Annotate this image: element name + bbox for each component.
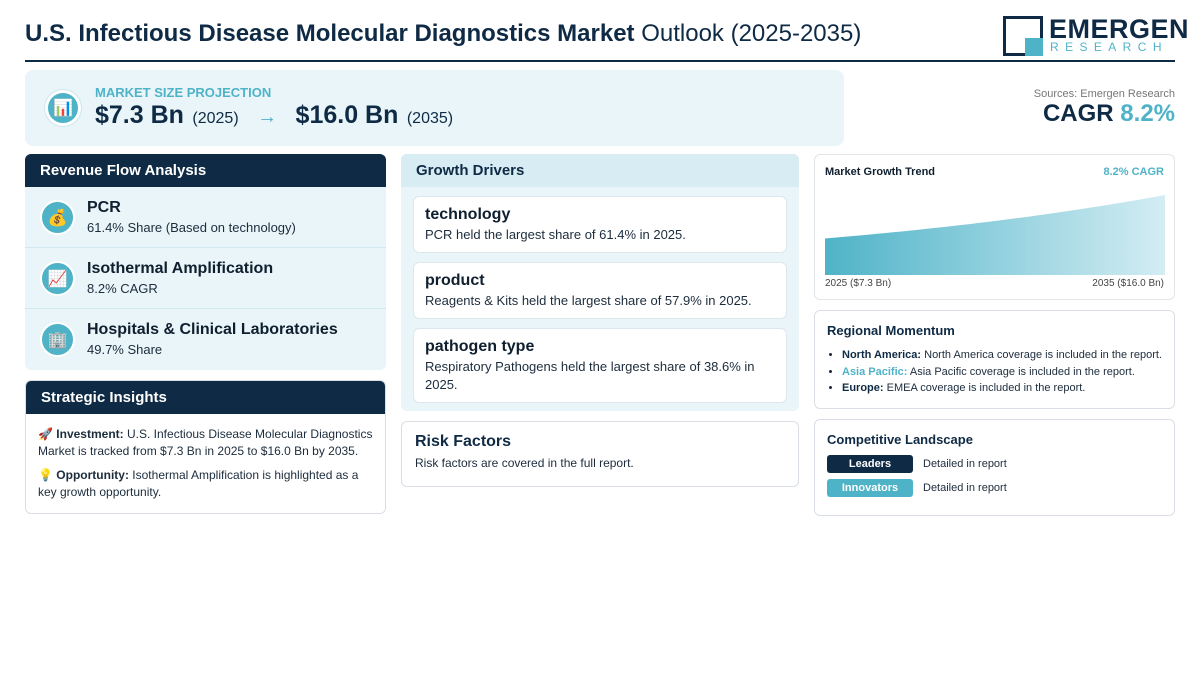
investment-text: U.S. Infectious Disease Molecular Diagno…	[38, 427, 373, 458]
regional-momentum-panel: Regional Momentum North America: North A…	[814, 310, 1175, 409]
competitive-row-text: Detailed in report	[923, 482, 1007, 494]
competitive-row: Leaders Detailed in report	[827, 455, 1162, 479]
logo-subtitle: RESEARCH	[1050, 40, 1168, 54]
x-tick-label-end: 2035 ($16.0 Bn)	[1092, 278, 1164, 289]
strategic-insights-title: Strategic Insights	[26, 381, 385, 414]
lightbulb-icon: 💡	[38, 468, 53, 482]
opportunity-insight: 💡 Opportunity: Isothermal Amplification …	[38, 467, 373, 501]
revenue-item-name: Isothermal Amplification	[87, 260, 274, 277]
building-icon: 🏢	[40, 322, 75, 357]
driver-desc: Respiratory Pathogens held the largest s…	[425, 359, 755, 392]
revenue-item-name: Hospitals & Clinical Laboratories	[87, 321, 338, 338]
logo-name: EMERGEN	[1049, 14, 1190, 44]
driver-name: product	[425, 272, 485, 289]
revenue-flow-panel: Revenue Flow Analysis 💰 PCR 61.4% Share …	[25, 154, 386, 370]
market-size-projection: 📊 MARKET SIZE PROJECTION $7.3 Bn (2025) …	[25, 70, 844, 146]
trend-chart-icon: 📈	[40, 261, 75, 296]
region-item: North America: North America coverage is…	[842, 347, 1162, 364]
page-header: U.S. Infectious Disease Molecular Diagno…	[25, 12, 1189, 62]
risk-factors-panel: Risk Factors Risk factors are covered in…	[401, 421, 799, 487]
strategic-insights-body: 🚀 Investment: U.S. Infectious Disease Mo…	[26, 414, 385, 501]
region-text: Asia Pacific coverage is included in the…	[909, 365, 1135, 378]
revenue-item: 📈 Isothermal Amplification 8.2% CAGR	[25, 248, 386, 309]
competitive-landscape-panel: Competitive Landscape Leaders Detailed i…	[814, 419, 1175, 516]
strategic-insights-panel: Strategic Insights 🚀 Investment: U.S. In…	[25, 380, 386, 514]
cagr-value: 8.2%	[1120, 100, 1175, 127]
investment-insight: 🚀 Investment: U.S. Infectious Disease Mo…	[38, 426, 373, 460]
driver-desc: PCR held the largest share of 61.4% in 2…	[425, 227, 686, 242]
investment-label: Investment:	[56, 427, 124, 441]
chart-cagr-label: 8.2% CAGR	[1103, 166, 1164, 178]
projection-start-value: $7.3 Bn	[95, 101, 184, 129]
opportunity-text: Isothermal Amplification is highlighted …	[38, 468, 359, 499]
trend-area-series	[825, 195, 1165, 275]
revenue-flow-title: Revenue Flow Analysis	[25, 154, 386, 187]
growth-drivers-title: Growth Drivers	[401, 154, 799, 187]
projection-end-value: $16.0 Bn	[295, 101, 399, 129]
market-growth-trend-chart: Market Growth Trend 8.2% CAGR 2025 ($7.3…	[814, 154, 1175, 300]
region-name: North America:	[842, 349, 922, 361]
region-name: Asia Pacific:	[842, 365, 908, 378]
competitive-row-text: Detailed in report	[923, 458, 1007, 470]
revenue-item: 💰 PCR 61.4% Share (Based on technology)	[25, 187, 386, 248]
sources-text: Sources: Emergen Research	[1033, 88, 1175, 100]
region-item: Asia Pacific: Asia Pacific coverage is i…	[842, 364, 1162, 381]
revenue-item: 🏢 Hospitals & Clinical Laboratories 49.7…	[25, 309, 386, 370]
risk-factors-title: Risk Factors	[415, 433, 512, 450]
innovators-badge: Innovators	[827, 479, 913, 497]
revenue-item-desc: 8.2% CAGR	[87, 281, 158, 296]
region-text: North America coverage is included in th…	[924, 349, 1162, 361]
growth-drivers-panel: Growth Drivers technology PCR held the l…	[401, 154, 799, 411]
competitive-landscape-title: Competitive Landscape	[827, 432, 973, 447]
logo-mark-icon	[1003, 16, 1043, 56]
competitive-row: Innovators Detailed in report	[827, 479, 1162, 503]
trend-area-svg	[825, 195, 1165, 275]
driver-card: pathogen type Respiratory Pathogens held…	[413, 328, 787, 403]
x-tick-label-start: 2025 ($7.3 Bn)	[825, 278, 892, 289]
cagr-headline: CAGR 8.2%	[1043, 100, 1175, 128]
risk-factors-desc: Risk factors are covered in the full rep…	[415, 456, 634, 470]
arrow-right-icon: →	[257, 106, 278, 128]
driver-name: technology	[425, 206, 511, 223]
emergen-logo: EMERGEN RESEARCH	[1003, 14, 1189, 56]
opportunity-label: Opportunity:	[56, 468, 129, 482]
page-title-light: Outlook (2025-2035)	[641, 20, 862, 47]
driver-name: pathogen type	[425, 338, 535, 355]
regional-list: North America: North America coverage is…	[827, 347, 1162, 397]
driver-card: technology PCR held the largest share of…	[413, 196, 787, 253]
chart-title: Market Growth Trend	[825, 166, 936, 178]
projection-values: $7.3 Bn (2025) → $16.0 Bn (2035)	[95, 101, 453, 130]
money-bag-icon: 💰	[40, 200, 75, 235]
region-item: Europe: EMEA coverage is included in the…	[842, 380, 1162, 397]
cagr-label: CAGR	[1042, 100, 1114, 127]
page-title: U.S. Infectious Disease Molecular Diagno…	[25, 20, 861, 48]
rocket-icon: 🚀	[38, 427, 53, 441]
revenue-item-desc: 61.4% Share (Based on technology)	[87, 220, 296, 235]
projection-end-year: (2035)	[406, 110, 454, 127]
regional-momentum-title: Regional Momentum	[827, 323, 955, 338]
driver-desc: Reagents & Kits held the largest share o…	[425, 293, 752, 308]
revenue-item-desc: 49.7% Share	[87, 342, 163, 357]
region-name: Europe:	[842, 382, 884, 394]
region-text: EMEA coverage is included in the report.	[886, 382, 1086, 394]
revenue-item-name: PCR	[87, 199, 121, 216]
leaders-badge: Leaders	[827, 455, 913, 473]
page-title-bold: U.S. Infectious Disease Molecular Diagno…	[25, 20, 635, 47]
bar-chart-icon: 📊	[45, 90, 81, 126]
projection-start-year: (2025)	[192, 110, 239, 127]
driver-card: product Reagents & Kits held the largest…	[413, 262, 787, 319]
projection-label: MARKET SIZE PROJECTION	[95, 85, 272, 100]
